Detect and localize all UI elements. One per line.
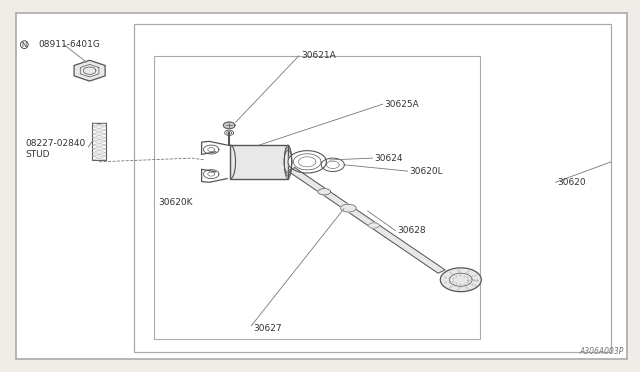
Text: 30628: 30628 [397, 226, 426, 235]
Polygon shape [321, 158, 344, 171]
Text: 30620: 30620 [557, 178, 586, 187]
Text: 30620L: 30620L [410, 167, 444, 176]
Text: 30627: 30627 [253, 324, 282, 333]
Polygon shape [288, 151, 326, 173]
Bar [134, 24, 611, 352]
Polygon shape [369, 223, 380, 228]
Text: 30620K: 30620K [159, 198, 193, 207]
Text: N: N [22, 42, 27, 48]
Text: 30624: 30624 [374, 154, 403, 163]
Polygon shape [74, 60, 105, 81]
Text: 30625A: 30625A [384, 100, 419, 109]
Polygon shape [288, 167, 445, 273]
Text: A306A003P: A306A003P [580, 347, 624, 356]
Text: 08227-02840: 08227-02840 [26, 139, 86, 148]
Bar [154, 56, 480, 339]
Text: 08911-6401G: 08911-6401G [38, 40, 100, 49]
Polygon shape [318, 189, 331, 195]
Bar [230, 145, 288, 179]
Polygon shape [340, 204, 356, 212]
Bar [92, 123, 106, 160]
Text: 30621A: 30621A [301, 51, 335, 60]
Polygon shape [440, 268, 481, 292]
Text: STUD: STUD [26, 150, 50, 159]
Polygon shape [223, 122, 235, 129]
